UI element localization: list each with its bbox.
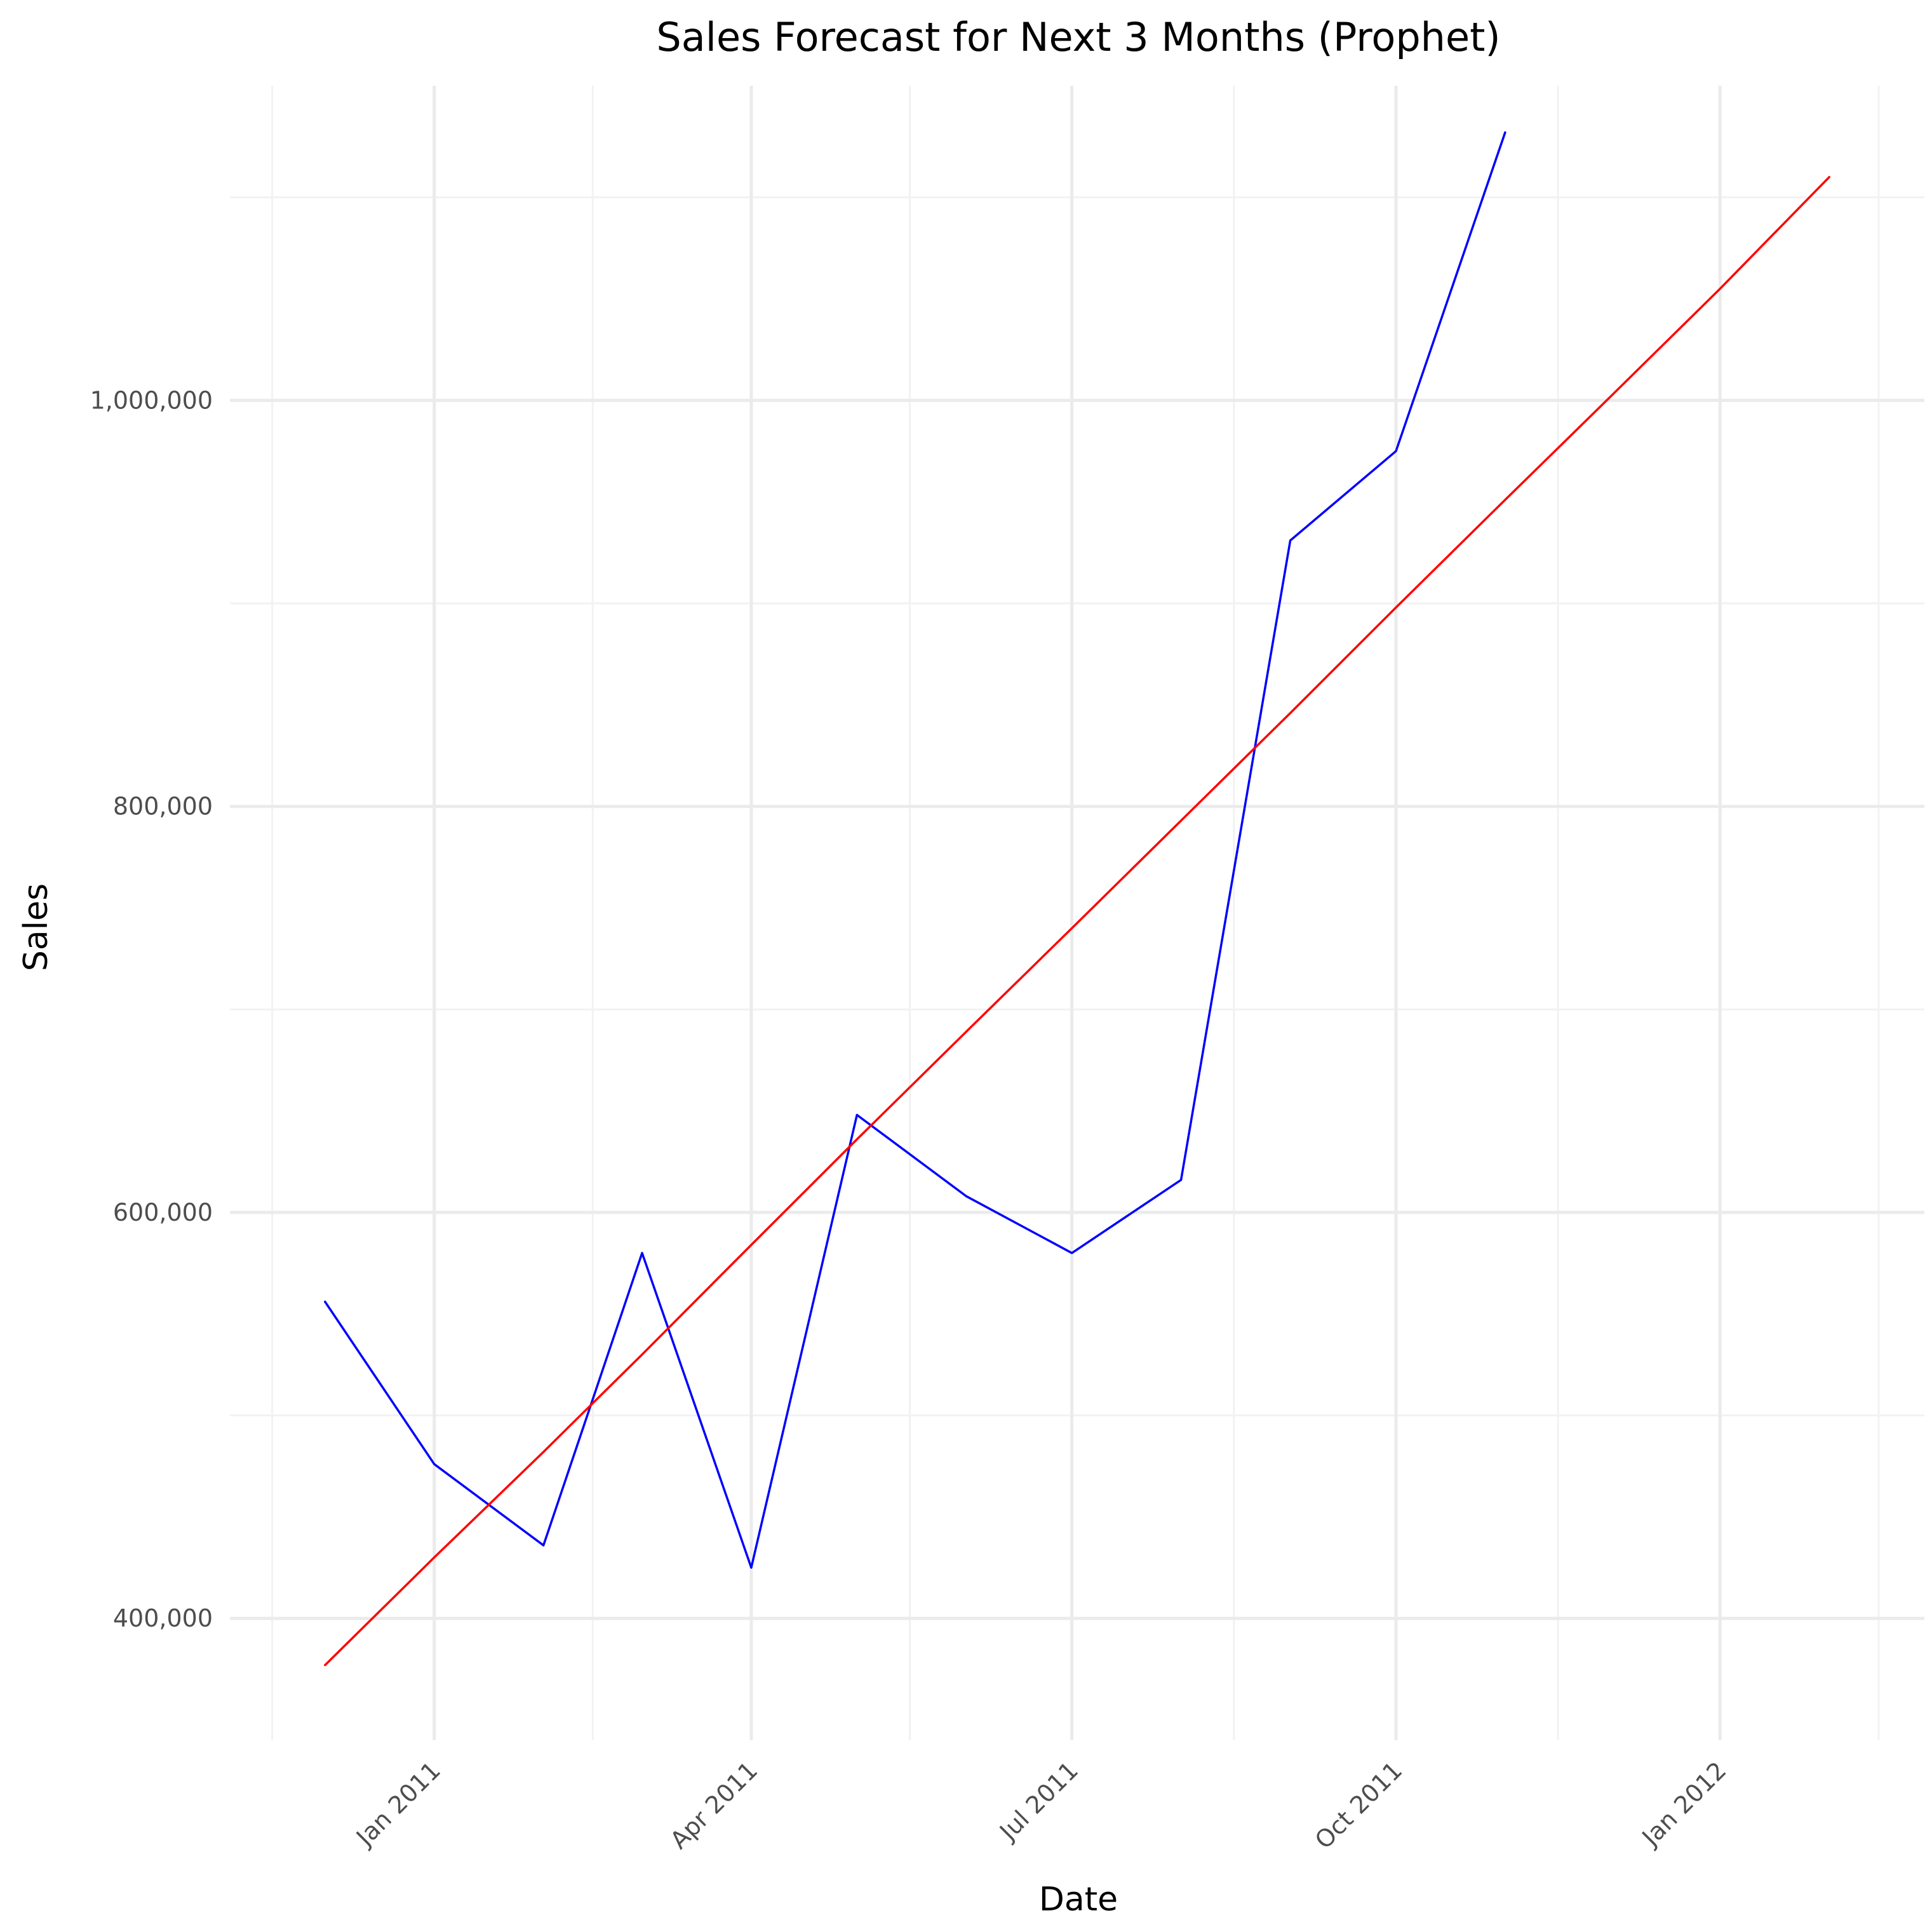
major-grid bbox=[230, 86, 1924, 1740]
y-tick-label: 400,000 bbox=[113, 1604, 213, 1632]
actual-sales-line bbox=[324, 131, 1506, 1569]
x-axis-ticks: Jan 2011 Apr 2011 Jul 2011 Oct 2011 Jan 2012 bbox=[350, 1756, 1731, 1855]
x-tick-label: Jan 2012 bbox=[1636, 1756, 1732, 1852]
y-axis-title: Sales bbox=[17, 883, 55, 971]
y-tick-label: 800,000 bbox=[113, 793, 213, 821]
x-tick-label: Jan 2011 bbox=[350, 1756, 446, 1852]
forecast-trend-line bbox=[324, 176, 1830, 1667]
x-axis-title: Date bbox=[1039, 1881, 1118, 1919]
y-tick-label: 1,000,000 bbox=[90, 386, 213, 414]
y-axis-ticks: 400,000 600,000 800,000 1,000,000 bbox=[90, 386, 213, 1632]
x-tick-label: Apr 2011 bbox=[665, 1756, 763, 1855]
series-layer bbox=[324, 131, 1830, 1667]
y-tick-label: 600,000 bbox=[113, 1198, 213, 1226]
chart-title: Sales Forecast for Next 3 Months (Prophe… bbox=[656, 14, 1500, 60]
x-tick-label: Jul 2011 bbox=[993, 1756, 1083, 1846]
x-tick-label: Oct 2011 bbox=[1310, 1756, 1408, 1855]
minor-grid bbox=[230, 86, 1924, 1740]
